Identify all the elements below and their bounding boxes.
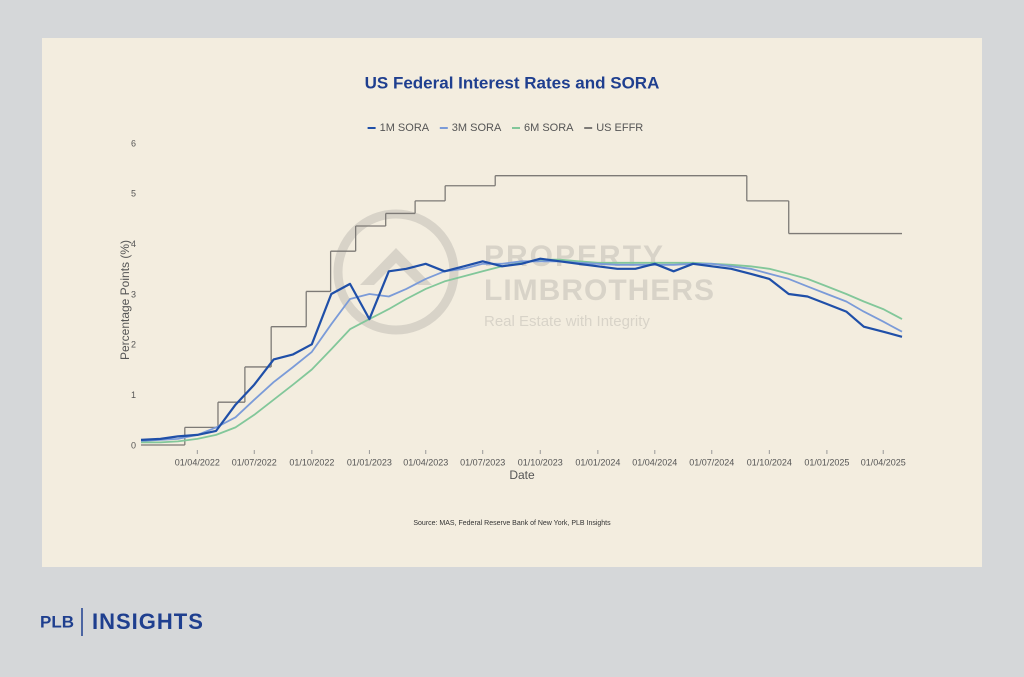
source-note: Source: MAS, Federal Reserve Bank of New…	[413, 520, 611, 527]
legend-label: 6M SORA	[524, 122, 574, 134]
y-tick-label: 1	[131, 390, 136, 400]
x-tick-label: 01/01/2025	[804, 457, 849, 467]
x-tick-label: 01/04/2025	[861, 457, 906, 467]
y-tick-label: 2	[131, 340, 136, 350]
watermark-roof	[360, 248, 432, 285]
y-tick-label: 4	[131, 239, 136, 249]
x-tick-label: 01/04/2022	[175, 457, 220, 467]
x-tick-label: 01/07/2023	[460, 457, 505, 467]
x-tick-label: 01/04/2024	[632, 457, 677, 467]
x-tick-label: 01/07/2024	[689, 457, 734, 467]
x-tick-label: 01/04/2023	[403, 457, 448, 467]
x-tick-label: 01/10/2023	[518, 457, 563, 467]
watermark-line2: LIMBROTHERS	[484, 274, 715, 307]
legend-label: 1M SORA	[380, 122, 430, 134]
series-line	[140, 260, 903, 442]
y-tick-label: 3	[131, 289, 136, 299]
x-tick-label: 01/07/2022	[232, 457, 277, 467]
legend-label: 3M SORA	[452, 122, 502, 134]
x-tick-label: 01/10/2022	[289, 457, 334, 467]
x-tick-label: 01/01/2023	[347, 457, 392, 467]
watermark: PROPERTY LIMBROTHERS Real Estate with In…	[333, 209, 715, 335]
brand-right: INSIGHTS	[92, 609, 204, 634]
x-tick-label: 01/01/2024	[575, 457, 620, 467]
watermark-line1: PROPERTY	[484, 240, 665, 273]
y-axis-label: Percentage Points (%)	[118, 240, 132, 360]
y-tick-label: 0	[131, 440, 136, 450]
chart-title: US Federal Interest Rates and SORA	[365, 73, 660, 92]
x-axis-label: Date	[509, 468, 535, 482]
y-tick-label: 6	[131, 138, 136, 148]
series-line	[140, 257, 903, 441]
brand-left: PLB	[40, 612, 74, 631]
watermark-tagline: Real Estate with Integrity	[484, 313, 650, 330]
y-tick-label: 5	[131, 189, 136, 199]
legend-label: US EFFR	[596, 122, 643, 134]
x-tick-label: 01/10/2024	[747, 457, 792, 467]
